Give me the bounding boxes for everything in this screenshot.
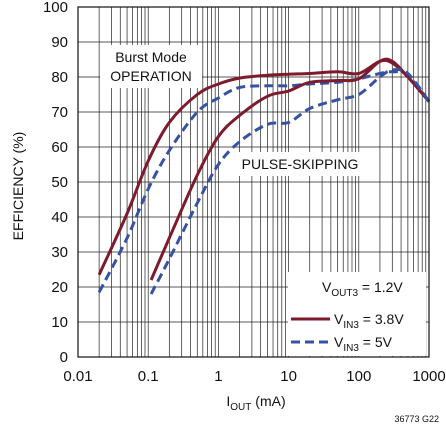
- series-line-vin-3v8-pulse-skipping: [149, 57, 431, 281]
- y-tick-labels: 0 10 20 30 40 50 60 70 80 90 100: [43, 0, 68, 366]
- figure-code: 36773 G22: [394, 414, 439, 424]
- x-tick-label: 0.1: [138, 368, 159, 385]
- legend-entry-vin-3v8: VIN3 = 3.8V: [334, 311, 404, 331]
- x-tick-label: 1: [214, 368, 222, 385]
- pulse-skipping-label-bg: [232, 152, 370, 176]
- burst-mode-label-bg: [100, 45, 202, 88]
- legend-entry-vin-5v: VIN3 = 5V: [334, 334, 393, 354]
- y-tick-label: 40: [51, 209, 68, 226]
- legend-vout: VOUT3 = 1.2V: [322, 279, 403, 299]
- y-tick-label: 30: [51, 244, 68, 261]
- x-tick-label: 100: [346, 368, 371, 385]
- y-tick-label: 0: [60, 349, 68, 366]
- y-tick-label: 50: [51, 174, 68, 191]
- pulse-skipping-label: PULSE-SKIPPING: [242, 156, 359, 172]
- burst-mode-label-line1: Burst Mode: [115, 49, 187, 65]
- y-axis-label: EFFICIENCY (%): [10, 132, 26, 241]
- y-tick-label: 70: [51, 104, 68, 121]
- series-line-vin-5v-pulse-skipping: [149, 67, 431, 295]
- x-axis-label: IOUT (mA): [226, 393, 285, 413]
- x-tick-label: 0.01: [63, 368, 92, 385]
- y-tick-label: 60: [51, 139, 68, 156]
- y-tick-label: 90: [51, 34, 68, 51]
- plot-frame: [77, 6, 430, 358]
- efficiency-curves: [97, 57, 431, 295]
- x-tick-label: 10: [280, 368, 297, 385]
- x-tick-label: 1000: [412, 368, 445, 385]
- series-line-vin-5v-burst: [97, 70, 431, 293]
- y-tick-label: 10: [51, 314, 68, 331]
- y-tick-label: 80: [51, 69, 68, 86]
- y-tick-label: 100: [43, 0, 68, 16]
- y-tick-label: 20: [51, 279, 68, 296]
- x-tick-labels: 0.01 0.1 1 10 100 1000: [63, 368, 445, 385]
- burst-mode-label-line2: OPERATION: [110, 68, 191, 84]
